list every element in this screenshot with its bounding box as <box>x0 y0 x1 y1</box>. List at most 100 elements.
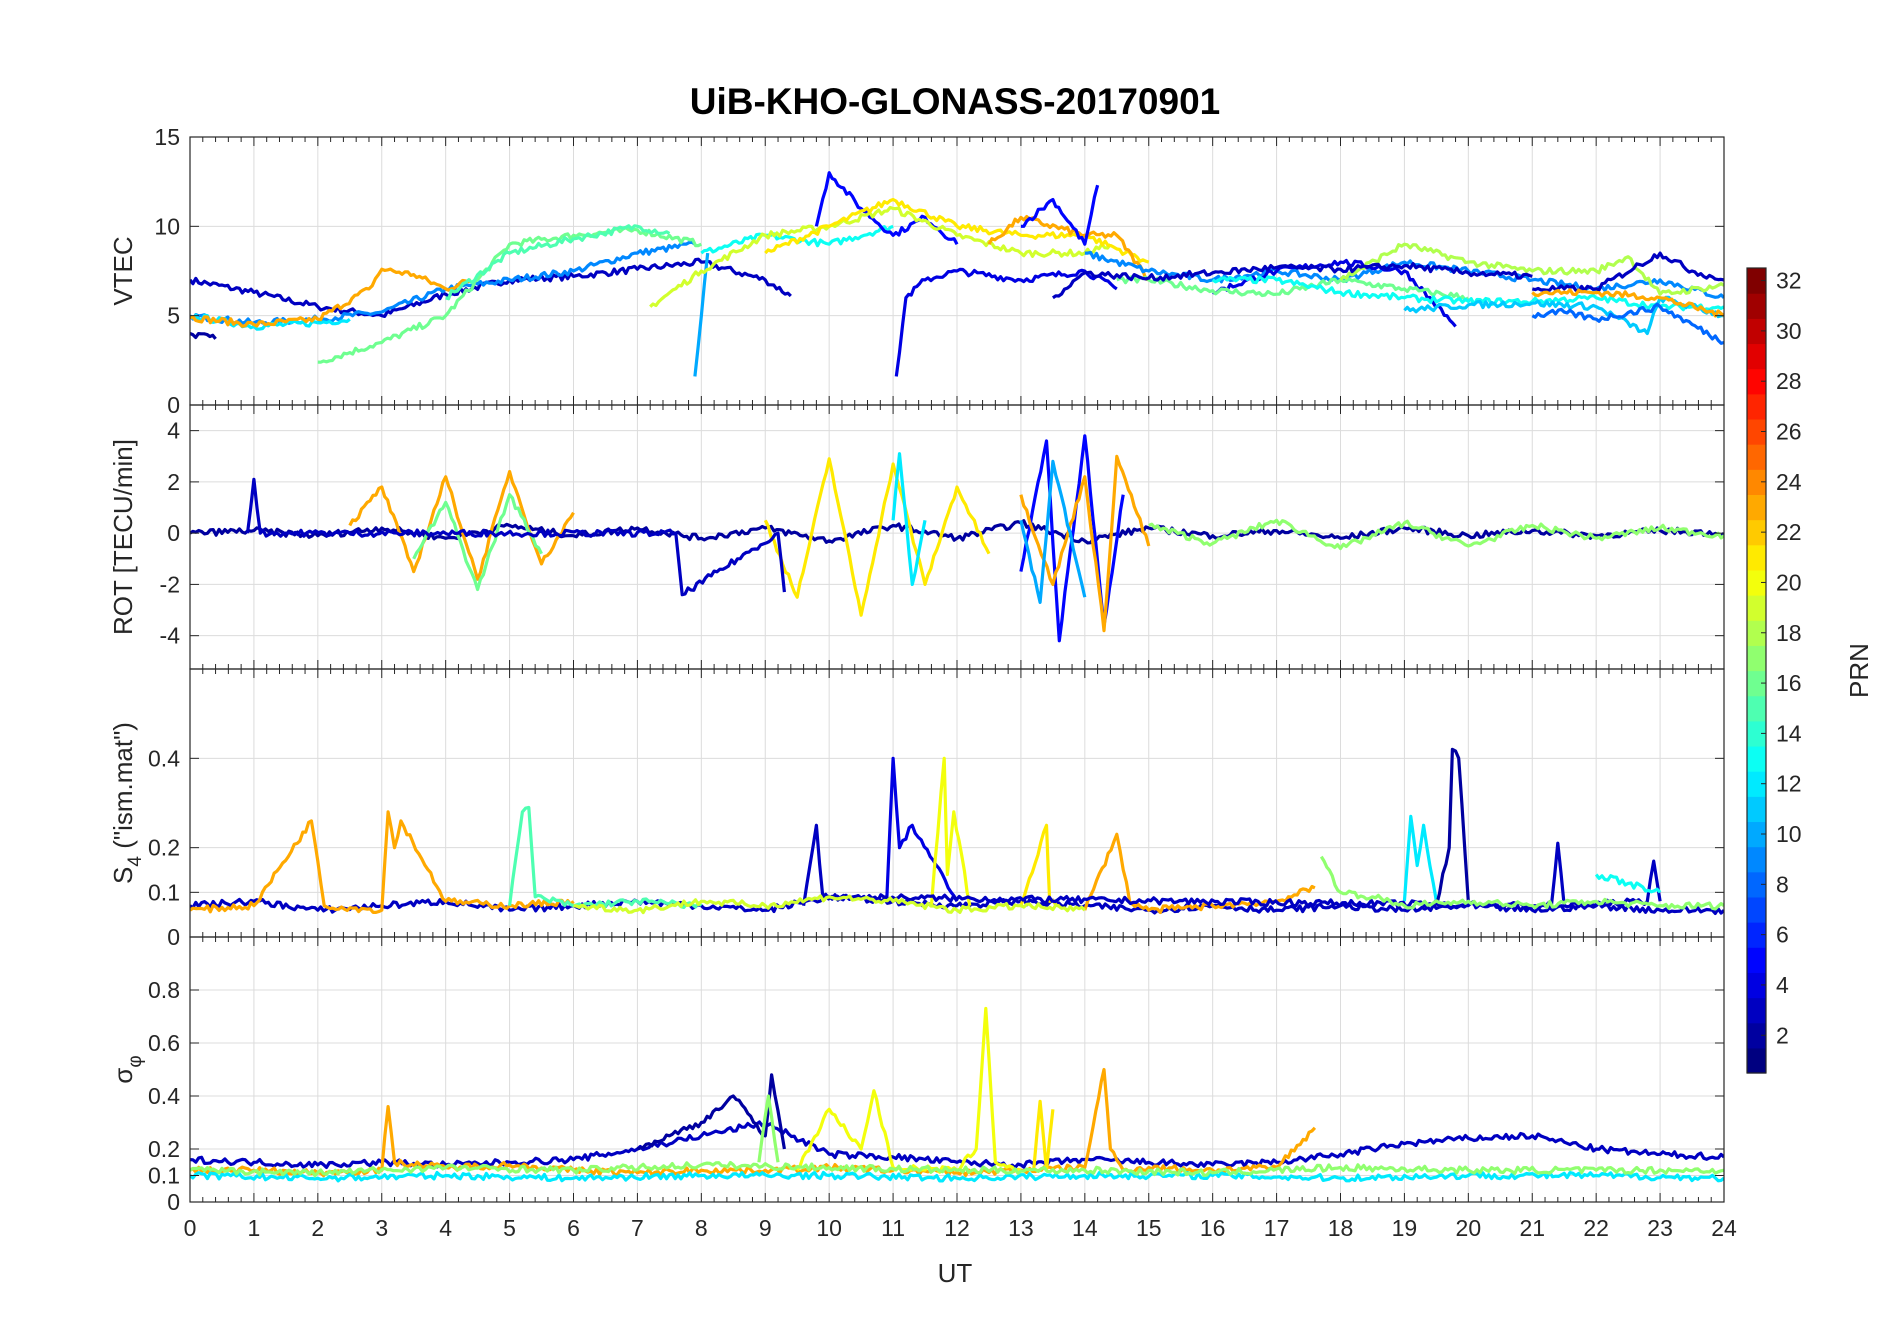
colorbar-segment <box>1747 494 1766 521</box>
y-axis-label-sigma: σφ <box>108 1055 146 1083</box>
y-tick-label: 0 <box>167 1189 180 1215</box>
colorbar-segment <box>1747 368 1766 395</box>
y-tick-label: 0.2 <box>148 835 180 861</box>
colorbar-segment <box>1747 318 1766 345</box>
chart-title: UiB-KHO-GLONASS-20170901 <box>690 81 1220 122</box>
colorbar-tick-label: 22 <box>1776 519 1802 545</box>
series-line-prn-12 <box>891 452 927 586</box>
colorbar-segment <box>1747 695 1766 722</box>
colorbar-segment <box>1747 745 1766 772</box>
y-axis-label-rot: ROT [TECU/min] <box>108 439 138 635</box>
x-tick-label: 15 <box>1136 1215 1162 1241</box>
x-tick-label: 7 <box>631 1215 644 1241</box>
series-line-prn-4 <box>894 267 1118 377</box>
x-tick-label: 22 <box>1583 1215 1609 1241</box>
colorbar-segment <box>1747 1022 1766 1049</box>
colorbar-segment <box>1747 997 1766 1024</box>
x-tick-label: 10 <box>816 1215 842 1241</box>
colorbar-segment <box>1747 670 1766 697</box>
colorbar-tick-label: 6 <box>1776 922 1789 948</box>
colorbar-tick-label: 10 <box>1776 821 1802 847</box>
colorbar-segment <box>1747 645 1766 672</box>
x-tick-label: 24 <box>1711 1215 1737 1241</box>
x-tick-label: 2 <box>311 1215 324 1241</box>
y-tick-label: 0 <box>167 520 180 546</box>
series-line-prn-3 <box>245 477 786 597</box>
series-line-prn-16 <box>1116 275 1470 302</box>
x-tick-label: 12 <box>944 1215 970 1241</box>
colorbar-segment <box>1747 268 1766 294</box>
colorbar-segment <box>1747 293 1766 319</box>
series-line-prn-5 <box>1020 184 1100 246</box>
colorbar-segment <box>1747 393 1766 420</box>
panel-rot: -4 -2 0 2 4 ROT [TECU/min] <box>108 404 1725 670</box>
y-tick-label: 0.4 <box>148 1083 180 1109</box>
series-line-prn-23 <box>987 215 1150 282</box>
colorbar-segment <box>1747 796 1766 823</box>
series-line-prn-8 <box>1531 302 1724 345</box>
x-tick-label: 13 <box>1008 1215 1034 1241</box>
x-tick-label: 4 <box>439 1215 452 1241</box>
series-line-prn-20 <box>929 756 972 907</box>
series-line-prn-13 <box>1211 275 1724 312</box>
colorbar-segment <box>1747 544 1766 571</box>
y-tick-label: 0.6 <box>148 1030 180 1056</box>
colorbar-segment <box>1747 620 1766 646</box>
series-line-prn-3 <box>1531 251 1724 294</box>
colorbar-segment <box>1747 1047 1766 1074</box>
colorbar-tick-label: 24 <box>1776 469 1802 495</box>
series-line-prn-16 <box>412 493 543 592</box>
colorbar-tick-label: 14 <box>1776 720 1802 746</box>
x-tick-label: 19 <box>1392 1215 1418 1241</box>
series-line-prn-12 <box>190 1170 1724 1183</box>
x-tick-label: 11 <box>881 1215 905 1241</box>
series-line-prn-4 <box>1212 258 1457 328</box>
x-tick-label: 9 <box>759 1215 772 1241</box>
series-group <box>190 1006 1724 1183</box>
series-line-prn-3 <box>1051 262 1533 300</box>
colorbar-segment <box>1747 846 1766 873</box>
y-tick-label: 0.2 <box>148 1136 180 1162</box>
series-line-prn-23 <box>1019 454 1151 633</box>
y-tick-label: 4 <box>167 418 180 444</box>
y-axis-label-vtec: VTEC <box>108 236 138 305</box>
y-axis-label-sub: φ <box>125 1055 146 1067</box>
series-line-prn-21 <box>1032 1099 1055 1172</box>
series-line-prn-2 <box>1434 747 1470 907</box>
y-tick-label: 15 <box>154 124 180 150</box>
series-line-prn-15 <box>445 224 671 301</box>
series-line-prn-2 <box>190 332 217 340</box>
series-line-prn-23 <box>190 267 473 328</box>
colorbar-segment <box>1747 771 1766 797</box>
series-line-prn-16 <box>317 226 702 364</box>
x-axis: 0 1 2 3 4 5 6 7 8 9 10 11 12 13 14 15 16 17 18 19 20 21 22 23 24 <box>184 1215 1737 1241</box>
y-axis-label-rest: ("ism.mat") <box>108 722 138 856</box>
colorbar-label: PRN <box>1844 643 1874 698</box>
x-tick-label: 0 <box>184 1215 197 1241</box>
series-line-prn-21 <box>763 457 991 617</box>
series-line-prn-18 <box>1339 242 1724 296</box>
series-line-prn-23 <box>1531 288 1724 318</box>
colorbar-segment <box>1747 444 1766 470</box>
y-axis-label-s4: S4 ("ism.mat") <box>108 722 146 884</box>
colorbar-segment <box>1747 896 1766 923</box>
series-line-prn-19 <box>573 894 1086 915</box>
x-tick-label: 3 <box>375 1215 388 1241</box>
y-tick-label: 0.1 <box>148 879 180 905</box>
series-line-prn-2 <box>636 1073 786 1151</box>
colorbar-tick-label: 32 <box>1776 268 1802 294</box>
colorbar-segment <box>1747 871 1766 898</box>
series-line-prn-15 <box>508 805 703 909</box>
series-line-prn-17 <box>757 1094 780 1163</box>
y-axis-label-main: σ <box>108 1068 138 1084</box>
colorbar-tick-label: 12 <box>1776 771 1802 797</box>
x-tick-label: 18 <box>1328 1215 1354 1241</box>
colorbar-tick-label: 8 <box>1776 871 1789 897</box>
series-line-prn-12 <box>1402 814 1438 902</box>
y-tick-label: 0 <box>167 924 180 950</box>
colorbar-tick-label: 20 <box>1776 569 1802 595</box>
series-line-prn-9 <box>190 240 696 327</box>
series-line-prn-17 <box>190 1160 1724 1178</box>
